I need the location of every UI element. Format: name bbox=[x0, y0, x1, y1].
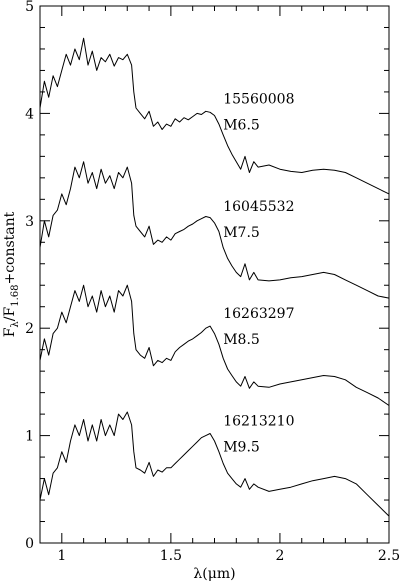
series-id-label: 16213210 bbox=[223, 414, 294, 430]
x-tick-label: 2 bbox=[275, 548, 284, 564]
spectra-series bbox=[39, 37, 390, 517]
y-tick-label: 5 bbox=[25, 0, 34, 15]
series-id-label: 15560008 bbox=[223, 91, 294, 107]
y-tick-label: 4 bbox=[25, 106, 34, 122]
series-id-label: 16045532 bbox=[223, 199, 294, 215]
plot-frame bbox=[39, 5, 390, 544]
spectrum-line-16213210 bbox=[39, 411, 390, 517]
y-tick-label: 2 bbox=[25, 321, 34, 337]
spectrum-line-16263297 bbox=[39, 284, 390, 406]
y-tick-label: 3 bbox=[25, 214, 34, 230]
series-annotations: 15560008 M6.5 16045532 M7.5 16263297 M8.5 1621… bbox=[223, 91, 294, 455]
plot-border bbox=[39, 5, 390, 544]
y-tick-label: 1 bbox=[25, 429, 34, 445]
spectrum-line-16045532 bbox=[39, 161, 390, 299]
series-type-label: M7.5 bbox=[223, 225, 260, 241]
series-type-label: M6.5 bbox=[223, 117, 260, 133]
axis-tick-labels: 1 1.5 2 2.5 0 1 2 3 4 5 bbox=[25, 0, 400, 564]
x-tick-label: 1.5 bbox=[160, 548, 182, 564]
x-tick-label: 2.5 bbox=[378, 548, 400, 564]
y-tick-label: 0 bbox=[25, 536, 34, 552]
series-type-label: M8.5 bbox=[223, 332, 260, 348]
x-tick-label: 1 bbox=[57, 548, 66, 564]
y-axis-label: Fλ/F1.68+constant bbox=[2, 211, 21, 337]
x-axis-label: λ(μm) bbox=[193, 566, 235, 582]
series-id-label: 16263297 bbox=[223, 306, 294, 322]
series-type-label: M9.5 bbox=[223, 440, 260, 456]
axis-ticks bbox=[40, 5, 390, 544]
spectrum-line-15560008 bbox=[39, 37, 390, 195]
